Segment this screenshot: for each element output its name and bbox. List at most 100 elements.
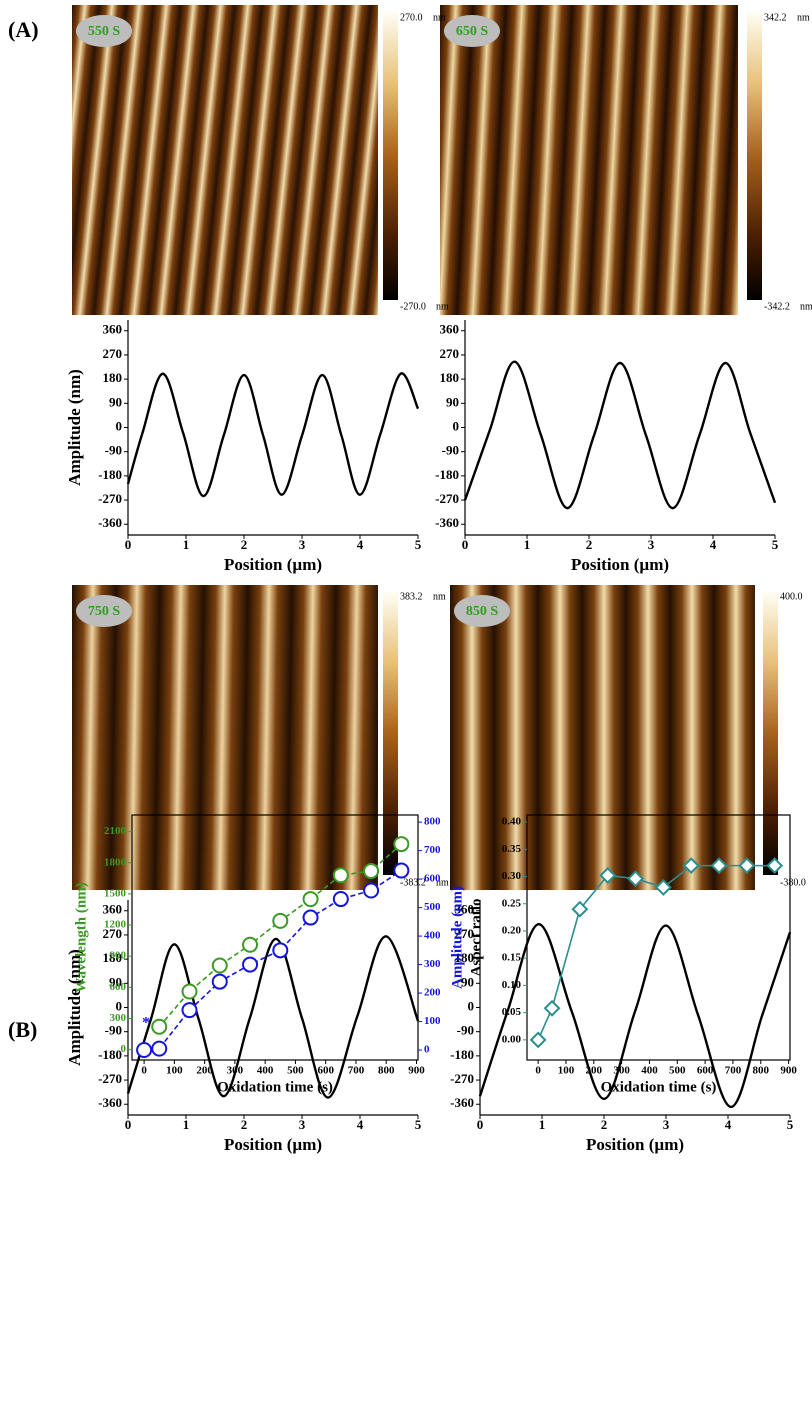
data-point — [738, 857, 756, 875]
y-label: Wavelength (nm) — [73, 882, 89, 992]
x-label: Oxidation time (s) — [217, 1079, 333, 1095]
y-tick-label: 270 — [103, 926, 123, 941]
x-tick-label: 5 — [415, 1117, 422, 1132]
colorbar-min: -270.0 — [400, 301, 426, 312]
x-tick-label: 100 — [558, 1065, 575, 1077]
badge: 750 S — [88, 604, 121, 619]
y-tick-label: 0.35 — [502, 843, 522, 855]
x-tick-label: 0 — [535, 1065, 541, 1077]
badge-bg — [76, 595, 132, 627]
x-tick-label: 1 — [183, 537, 190, 552]
x-tick-label: 100 — [166, 1065, 183, 1077]
x-tick-label: 3 — [648, 537, 655, 552]
data-line — [126, 372, 420, 498]
data-point — [543, 999, 561, 1017]
data-line — [126, 935, 420, 1099]
y-tick-label: 0.15 — [502, 952, 522, 964]
data-point — [393, 836, 410, 853]
y-tick-label: 90 — [109, 394, 122, 409]
y-tick-label: 270 — [440, 346, 460, 361]
annotation: * — [142, 1015, 150, 1032]
data-point — [151, 1040, 168, 1057]
data-line — [537, 864, 775, 1041]
y-tick-label: -90 — [105, 1023, 122, 1038]
data-point — [272, 912, 289, 929]
y2-tick-label: 100 — [424, 1015, 441, 1027]
afm-image — [440, 5, 738, 315]
y-tick-label: -270 — [450, 1071, 474, 1086]
x-tick-label: 900 — [408, 1065, 425, 1077]
data-point — [627, 870, 644, 888]
y-tick-label: 180 — [455, 950, 475, 965]
x-tick-label: 4 — [725, 1117, 732, 1132]
colorbar-min: -342.2 — [764, 301, 790, 312]
data-point — [710, 857, 728, 875]
y2-label: Amplitude (nm) — [449, 886, 465, 989]
y-tick-label: 0.25 — [502, 897, 522, 909]
data-point — [302, 891, 319, 908]
colorbar-unit: nm — [433, 591, 446, 602]
y2-tick-label: 600 — [424, 873, 441, 885]
color-bar — [747, 12, 762, 300]
plot-frame — [131, 814, 419, 1061]
y-tick-label: -90 — [457, 1023, 474, 1038]
panel-label: (A) — [8, 17, 39, 42]
y-tick-label: -180 — [98, 467, 122, 482]
x-tick-label: 5 — [415, 537, 422, 552]
y-tick-label: 90 — [446, 394, 459, 409]
x-tick-label: 600 — [697, 1065, 714, 1077]
y-tick-label: 0.40 — [502, 816, 522, 828]
y-tick-label: 180 — [103, 950, 123, 965]
data-point — [272, 942, 289, 959]
chart: 0300600900120015001800210001002003004005… — [73, 814, 465, 1095]
y-tick-label: 0.20 — [502, 924, 522, 936]
colorbar-max: 400.0 — [780, 591, 803, 602]
y-tick-label: -90 — [105, 443, 122, 458]
x-tick-label: 0 — [141, 1065, 147, 1077]
x-tick-label: 700 — [725, 1065, 742, 1077]
x-tick-label: 5 — [772, 537, 779, 552]
y2-tick-label: 500 — [424, 901, 441, 913]
y-tick-label: 180 — [440, 370, 460, 385]
y-tick-label: -360 — [435, 515, 459, 530]
chart: 0.00 0.05 0.10 0.15 0.20 0.25 0.30 0.35 0.40 0 100… — [468, 814, 797, 1095]
panel-label: (B) — [8, 1017, 37, 1042]
badge: 850 S — [466, 604, 499, 619]
x-tick-label: 4 — [357, 1117, 364, 1132]
x-tick-label: 500 — [669, 1065, 686, 1077]
data-line — [463, 360, 777, 510]
x-tick-label: 2 — [241, 537, 248, 552]
data-point — [363, 882, 380, 899]
data-point — [766, 857, 784, 875]
y-tick-label: 90 — [461, 974, 474, 989]
badge: 650 S — [456, 24, 489, 39]
x-tick-label: 5 — [787, 1117, 794, 1132]
x-tick-label: 400 — [641, 1065, 658, 1077]
x-tick-label: 0 — [477, 1117, 484, 1132]
data-point — [302, 909, 319, 926]
data-point — [393, 862, 410, 879]
colorbar-unit: nm — [436, 301, 449, 312]
y-tick-label: 900 — [110, 950, 127, 962]
x-tick-label: 2 — [586, 537, 593, 552]
afm-image — [72, 585, 378, 890]
y2-tick-label: 0 — [424, 1044, 430, 1056]
y2-tick-label: 300 — [424, 958, 441, 970]
y-tick-label: 360 — [103, 322, 123, 337]
y-tick-label: 600 — [110, 981, 127, 993]
colorbar-max: 270.0 — [400, 12, 423, 23]
y-label: Amplitude (nm) — [65, 949, 84, 1066]
colorbar-min: -383.2 — [400, 877, 426, 888]
x-tick-label: 3 — [299, 537, 306, 552]
x-tick-label: 200 — [196, 1065, 213, 1077]
x-label: Position (µm) — [224, 1135, 322, 1154]
y-tick-label: 1500 — [104, 887, 127, 899]
x-tick-label: 3 — [663, 1117, 670, 1132]
data-point — [211, 957, 228, 974]
y2-tick-label: 200 — [424, 987, 441, 999]
x-tick-label: 800 — [753, 1065, 770, 1077]
